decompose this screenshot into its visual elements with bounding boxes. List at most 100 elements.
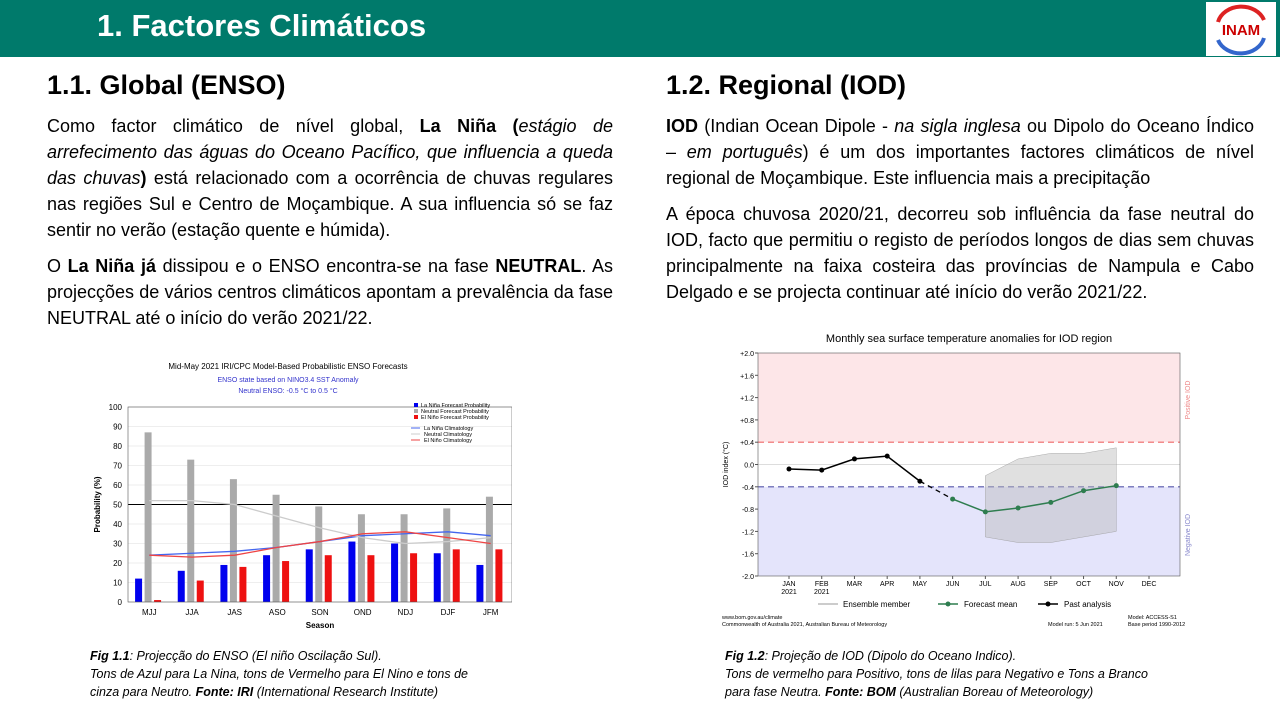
logo-text: INAM [1222, 22, 1260, 39]
right-column: 1.2. Regional (IOD) IOD (Indian Ocean Dip… [666, 70, 1254, 315]
x-tick-label: FEB [815, 581, 829, 588]
point [1015, 505, 1021, 511]
text-run: na sigla inglesa [894, 116, 1021, 136]
x-axis-label: Season [306, 621, 335, 630]
y-tick-label: +0.8 [740, 418, 754, 425]
x-tick-label: NDJ [398, 608, 414, 617]
logo-graphic: INAM [1216, 4, 1266, 56]
paragraph: IOD (Indian Ocean Dipole - na sigla ingl… [666, 113, 1254, 191]
point [982, 509, 988, 515]
bar [177, 570, 185, 602]
y-axis-label: Probability (%) [93, 476, 102, 532]
point [1113, 483, 1119, 489]
y-tick-label: +0.4 [740, 440, 754, 447]
y-tick-label: +1.2 [740, 396, 754, 403]
connector [919, 480, 953, 500]
text-run: ) [140, 168, 147, 188]
ensemble-spread [985, 447, 1117, 543]
text-run: O [47, 256, 68, 276]
text-run: : Projecção do ENSO (El niño Oscilação S… [129, 649, 382, 663]
chart-note: Neutral ENSO: -0.5 °C to 0.5 °C [238, 387, 337, 395]
legend-label: Neutral Climatology [424, 432, 472, 438]
enso-chart: Mid-May 2021 IRI/CPC Model-Based Probabi… [93, 362, 512, 630]
text-run: A época chuvosa 2020/21, decorreu sob in… [666, 204, 1254, 302]
bar [485, 496, 493, 602]
iod-chart: Monthly sea surface temperature anomalie… [721, 333, 1192, 628]
y-tick-label: +1.6 [740, 373, 754, 380]
bar [154, 600, 162, 602]
negative-zone [758, 486, 1180, 576]
legend-swatch [414, 409, 418, 413]
x-tick-label: MAY [913, 581, 928, 588]
legend-swatch [414, 415, 418, 419]
point [884, 453, 890, 459]
text-run: . As projecções de vários centros climát… [47, 256, 614, 328]
bar [282, 561, 290, 602]
legend-label: La Niña Climatology [424, 426, 473, 432]
text-run: está relacionado com a ocorrência de chu… [47, 168, 613, 240]
bar [476, 564, 484, 602]
text-run: cinza para Neutro. [90, 685, 196, 699]
logo: INAM [1206, 2, 1276, 56]
y-tick-label: 10 [113, 579, 122, 588]
bar [410, 553, 418, 602]
text-run: Tons de Azul para La Nina, tons de Verme… [90, 667, 469, 681]
text-run: Tons de vermelho para Positivo, tons de … [725, 667, 1148, 681]
plot-frame [757, 352, 1181, 577]
bar [452, 549, 460, 602]
paragraph: O La Niña já dissipou e o ENSO encontra-… [47, 253, 613, 331]
text-run: Como factor climático de nível global, [47, 116, 420, 136]
y-tick-label: 80 [113, 442, 122, 451]
y-tick-label: -0.8 [742, 507, 754, 514]
legend-label: El Niño Forecast Probability [421, 415, 489, 421]
positive-zone [758, 353, 1180, 443]
legend-point [1045, 601, 1051, 607]
text-run: (Australian Boreau of Meteorology) [895, 685, 1094, 699]
text-run: Fonte: BOM [825, 685, 896, 699]
title: 1. Factores Climáticos [97, 8, 427, 43]
x-tick-label: NOV [1109, 581, 1125, 588]
x-tick-label: JUN [946, 581, 960, 588]
caption: Fig 1.2: Projeção de IOD (Dipolo do Ocea… [725, 647, 1148, 701]
y-tick-label: 100 [109, 403, 123, 412]
x-tick-label: OND [354, 608, 372, 617]
text-run: Fig 1.1 [90, 649, 130, 663]
text-run: estágio de arrefecimento das águas do Oc… [47, 116, 613, 188]
y-tick-label: -1.2 [742, 529, 754, 536]
y-tick-label: 0 [118, 598, 123, 607]
footer: Model: ACCESS-S1 [1128, 615, 1177, 621]
bar [272, 494, 280, 602]
point [1081, 488, 1087, 494]
text-run: La Niña já [67, 256, 156, 276]
y-tick-label: 70 [113, 462, 122, 471]
caption-line: Fig 1.2: Projeção de IOD (Dipolo do Ocea… [725, 647, 1148, 665]
legend-label: El Niño Climatology [424, 438, 472, 444]
legend-label: Ensemble member [843, 600, 910, 609]
bar [229, 479, 237, 602]
bar [263, 555, 271, 602]
point [786, 466, 792, 472]
caption-line: Fig 1.1: Projecção do ENSO (El niño Osci… [90, 647, 468, 665]
text-run: ou Dipolo do Oceano Índico – [666, 116, 1254, 162]
text-run: (International Research Institute) [253, 685, 439, 699]
x-tick-label: DJF [441, 608, 456, 617]
chart-title: Mid-May 2021 IRI/CPC Model-Based Probabi… [168, 362, 407, 371]
x-tick-label: JAN [782, 581, 795, 588]
text-run: para fase Neutra. [725, 685, 826, 699]
x-tick-label: AUG [1011, 581, 1026, 588]
x-tick-label: APR [880, 581, 894, 588]
bar [220, 564, 228, 602]
plot-frame [127, 406, 512, 603]
bar [239, 566, 247, 602]
bar [305, 549, 313, 602]
bar [433, 553, 441, 602]
climatology-line [149, 531, 491, 558]
x-tick-label: JJA [185, 608, 199, 617]
zone-label: Positive IOD [1185, 381, 1192, 420]
bar [324, 555, 332, 602]
bar [187, 459, 195, 602]
x-tick-label: SEP [1044, 581, 1058, 588]
x-tick-label: MJJ [142, 608, 157, 617]
bar [400, 514, 408, 602]
bar [144, 432, 152, 602]
